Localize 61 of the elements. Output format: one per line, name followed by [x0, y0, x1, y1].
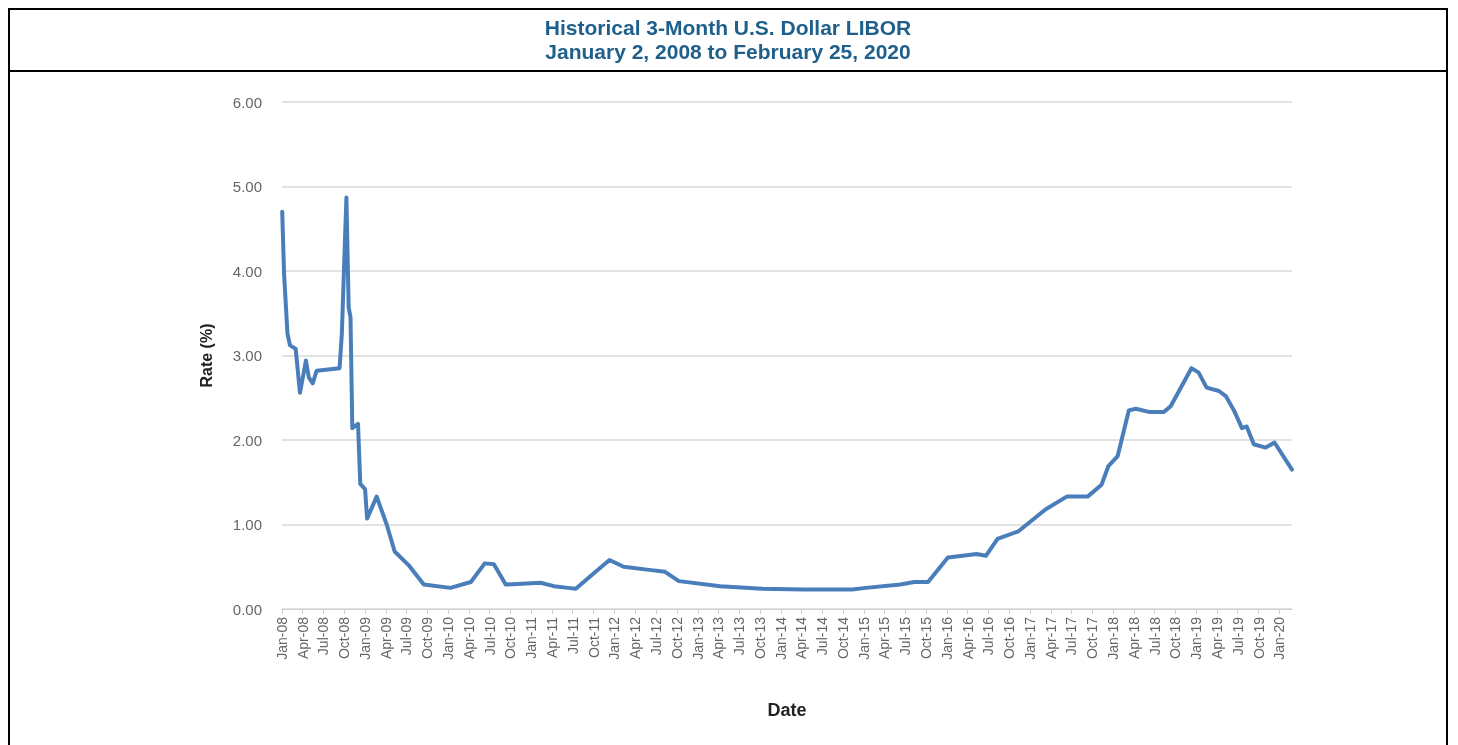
x-tick-label: Oct-14: [834, 616, 851, 660]
x-tick-label: Oct-13: [751, 616, 768, 660]
x-tick-label: Jan-12: [606, 616, 623, 660]
x-tick-label: Jul-16: [980, 616, 997, 656]
x-tick-label: Jan-17: [1022, 616, 1039, 660]
y-axis-title: Rate (%): [197, 323, 215, 388]
line-series: [280, 195, 1294, 592]
x-tick-label: Jul-13: [730, 616, 747, 656]
y-tick-label: 3.00: [232, 347, 262, 364]
chart-title: Historical 3-Month U.S. Dollar LIBOR: [543, 16, 913, 40]
y-tick-label: 1.00: [232, 516, 262, 533]
x-tick-label: Oct-17: [1084, 616, 1101, 660]
x-tick-label: Oct-16: [1001, 616, 1018, 660]
x-tick-label: Apr-14: [793, 616, 810, 660]
x-tick-label: Oct-09: [419, 616, 436, 660]
x-tick-label: Apr-18: [1125, 616, 1142, 660]
x-tick-label: Jul-15: [897, 616, 914, 656]
x-tick-label: Oct-15: [918, 616, 935, 660]
y-tick-label: 5.00: [232, 178, 262, 195]
x-tick-label: Jan-14: [772, 616, 789, 660]
x-tick-label: Jul-08: [315, 616, 332, 656]
x-tick-label: Jul-18: [1146, 616, 1163, 656]
x-tick-label: Apr-11: [543, 616, 560, 658]
x-tick-label: Oct-08: [336, 616, 353, 660]
x-tick-label: Jan-10: [440, 616, 457, 660]
x-tick-label: Jul-14: [814, 616, 831, 656]
y-tick-label: 2.00: [232, 431, 262, 449]
x-tick-label: Jan-16: [938, 616, 955, 660]
x-tick-label: Jul-19: [1229, 616, 1246, 656]
x-tick-label: Jul-11: [564, 616, 581, 655]
x-tick-label: Oct-18: [1167, 616, 1184, 660]
x-tick-label: Jul-10: [481, 616, 498, 656]
x-tick-label: Jan-08: [274, 616, 290, 660]
x-tick-label: Oct-10: [502, 616, 519, 660]
y-tick-label: 0.00: [232, 600, 262, 618]
x-tick-label: Apr-10: [460, 616, 477, 660]
x-tick-label: Jul-12: [647, 616, 664, 656]
x-tick-label: Apr-19: [1208, 616, 1225, 660]
x-tick-label: Apr-15: [876, 616, 893, 660]
x-tick-label: Apr-08: [294, 616, 311, 660]
y-tick-label: 6.00: [232, 93, 262, 111]
chart-subtitle: January 2, 2008 to February 25, 2020: [544, 40, 912, 64]
x-tick-label: Jan-09: [357, 616, 374, 660]
x-tick-label: Jul-09: [398, 616, 415, 656]
x-tick-label: Apr-12: [627, 616, 644, 660]
x-tick-label: Apr-16: [959, 616, 976, 660]
y-tick-label: 4.00: [232, 262, 262, 280]
x-tick-label: Oct-19: [1250, 616, 1267, 660]
x-tick-label: Jan-11: [523, 616, 540, 659]
x-tick-label: Jan-15: [855, 616, 872, 660]
x-tick-label: Jan-20: [1271, 616, 1288, 660]
x-tick-label: Apr-13: [710, 616, 727, 660]
x-tick-label: Oct-11: [585, 616, 602, 658]
x-tick-label: Jan-13: [689, 616, 706, 660]
x-tick-label: Jan-19: [1188, 616, 1205, 660]
x-tick-label: Jul-17: [1063, 616, 1080, 656]
x-axis-title: Date: [767, 700, 807, 720]
x-tick-label: Apr-17: [1042, 616, 1059, 660]
x-tick-label: Jan-18: [1105, 616, 1122, 660]
x-tick-label: Apr-09: [377, 616, 394, 660]
x-tick-label: Oct-12: [668, 616, 685, 660]
